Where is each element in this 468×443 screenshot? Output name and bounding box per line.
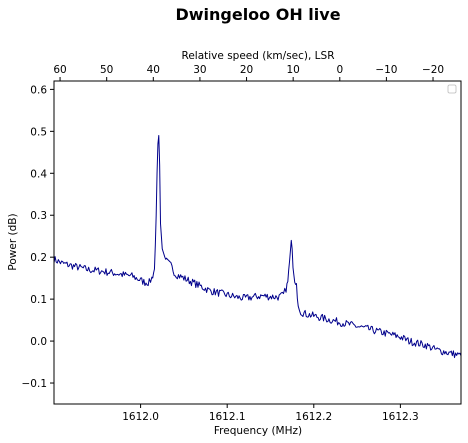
x-axis-label: Frequency (MHz) [214, 425, 302, 437]
y-tick-label: −0.1 [22, 378, 48, 390]
legend-box [447, 84, 457, 94]
plot-frame [53, 80, 462, 405]
chart-title: Dwingeloo OH live [175, 5, 340, 24]
top-x-tick-label: 10 [286, 64, 299, 76]
x-tick-label: 1612.0 [122, 411, 159, 423]
y-axis-label: Power (dB) [7, 213, 19, 270]
spectrum-line [53, 135, 462, 359]
y-tick-label: 0.3 [30, 210, 47, 222]
y-tick-label: 0.0 [30, 336, 47, 348]
top-x-tick-label: 40 [147, 64, 160, 76]
y-tick-label: 0.4 [30, 168, 47, 180]
top-x-tick-label: 50 [100, 64, 113, 76]
y-tick-label: 0.2 [30, 252, 47, 264]
top-x-tick-label: 30 [193, 64, 206, 76]
y-tick-label: 0.1 [30, 294, 47, 306]
top-x-axis-label: Relative speed (km/sec), LSR [182, 50, 335, 62]
top-x-tick-label: 0 [336, 64, 343, 76]
x-tick-label: 1612.1 [209, 411, 246, 423]
top-x-tick-label: −10 [375, 64, 397, 76]
top-x-tick-label: 60 [53, 64, 66, 76]
y-tick-label: 0.5 [30, 126, 47, 138]
series-group [53, 135, 462, 359]
x-tick-label: 1612.3 [382, 411, 419, 423]
axis-ticks: 1612.0 1612.1 1612.2 1612.3 −0.1 0.0 0.1 0.2 0.3… [22, 64, 445, 423]
top-x-tick-label: −20 [422, 64, 444, 76]
y-tick-label: 0.6 [30, 84, 47, 96]
x-tick-label: 1612.2 [295, 411, 332, 423]
top-x-tick-label: 20 [240, 64, 253, 76]
